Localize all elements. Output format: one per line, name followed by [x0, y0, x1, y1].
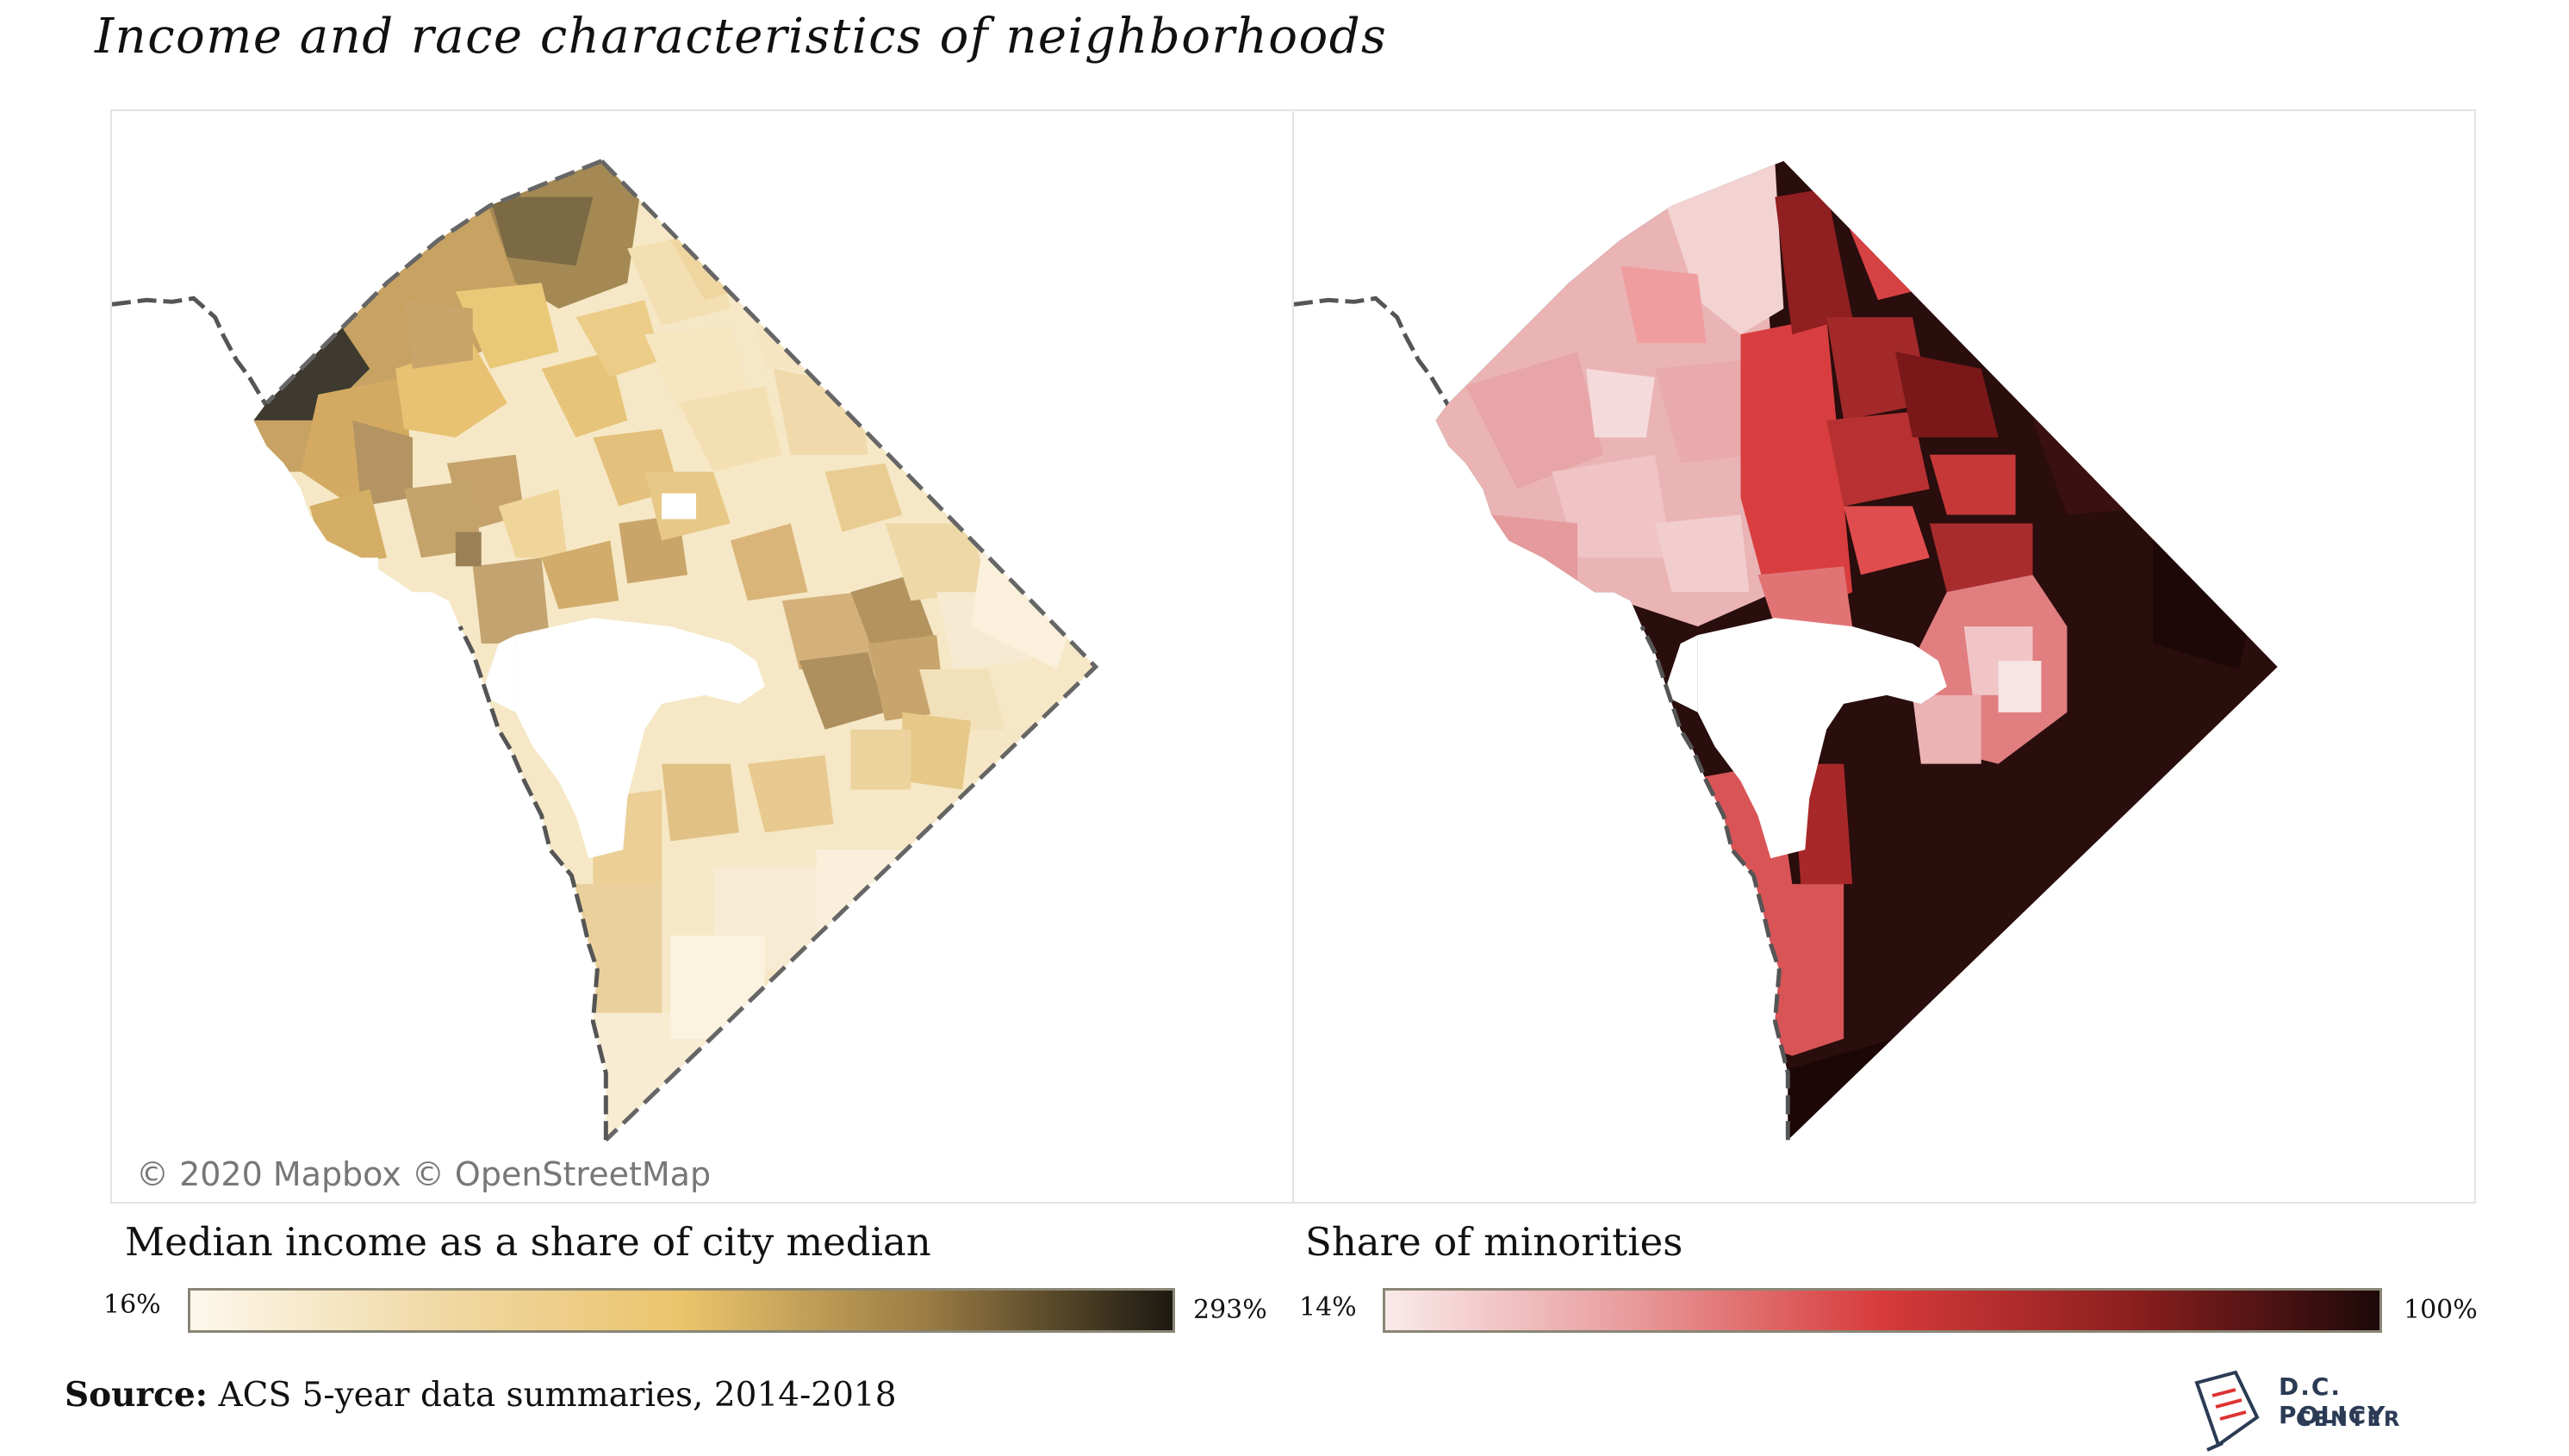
minorities-legend-gradient [1383, 1288, 2382, 1333]
minorities-legend-min: 14% [1299, 1292, 1357, 1322]
chart-title: Income and race characteristics of neigh… [95, 9, 1388, 65]
income-legend-gradient [188, 1288, 1175, 1333]
income-map [112, 159, 1099, 1142]
document-pen-icon [2194, 1370, 2260, 1452]
state-boundary-line [1294, 296, 1459, 422]
logo-line-2: CENTER [2296, 1407, 2403, 1431]
income-map-panel: © 2020 Mapbox © OpenStreetMap [110, 109, 1294, 1204]
minorities-tracts [1435, 160, 2278, 1141]
dc-boundary-line [600, 159, 1099, 1142]
minorities-map-panel [1292, 109, 2476, 1204]
source-label: Source: [65, 1375, 208, 1415]
minorities-legend-max: 100% [2404, 1295, 2478, 1325]
state-boundary-line [112, 296, 277, 422]
potomac-boundary-line [457, 625, 608, 1141]
logo-line-1: D.C. POLICY [2279, 1372, 2387, 1429]
income-tracts [253, 160, 1096, 1141]
map-attribution: © 2020 Mapbox © OpenStreetMap [136, 1155, 712, 1193]
source-text: ACS 5-year data summaries, 2014-2018 [218, 1376, 897, 1415]
minorities-legend-title: Share of minorities [1305, 1219, 1683, 1265]
source-note: Source: ACS 5-year data summaries, 2014-… [65, 1375, 897, 1415]
minorities-map [1294, 160, 2278, 1141]
income-legend-max: 293% [1193, 1295, 1267, 1325]
income-legend-title: Median income as a share of city median [125, 1219, 931, 1265]
income-legend-min: 16% [103, 1290, 161, 1320]
dc-policy-center-logo: D.C. POLICY CENTER [2188, 1366, 2447, 1452]
